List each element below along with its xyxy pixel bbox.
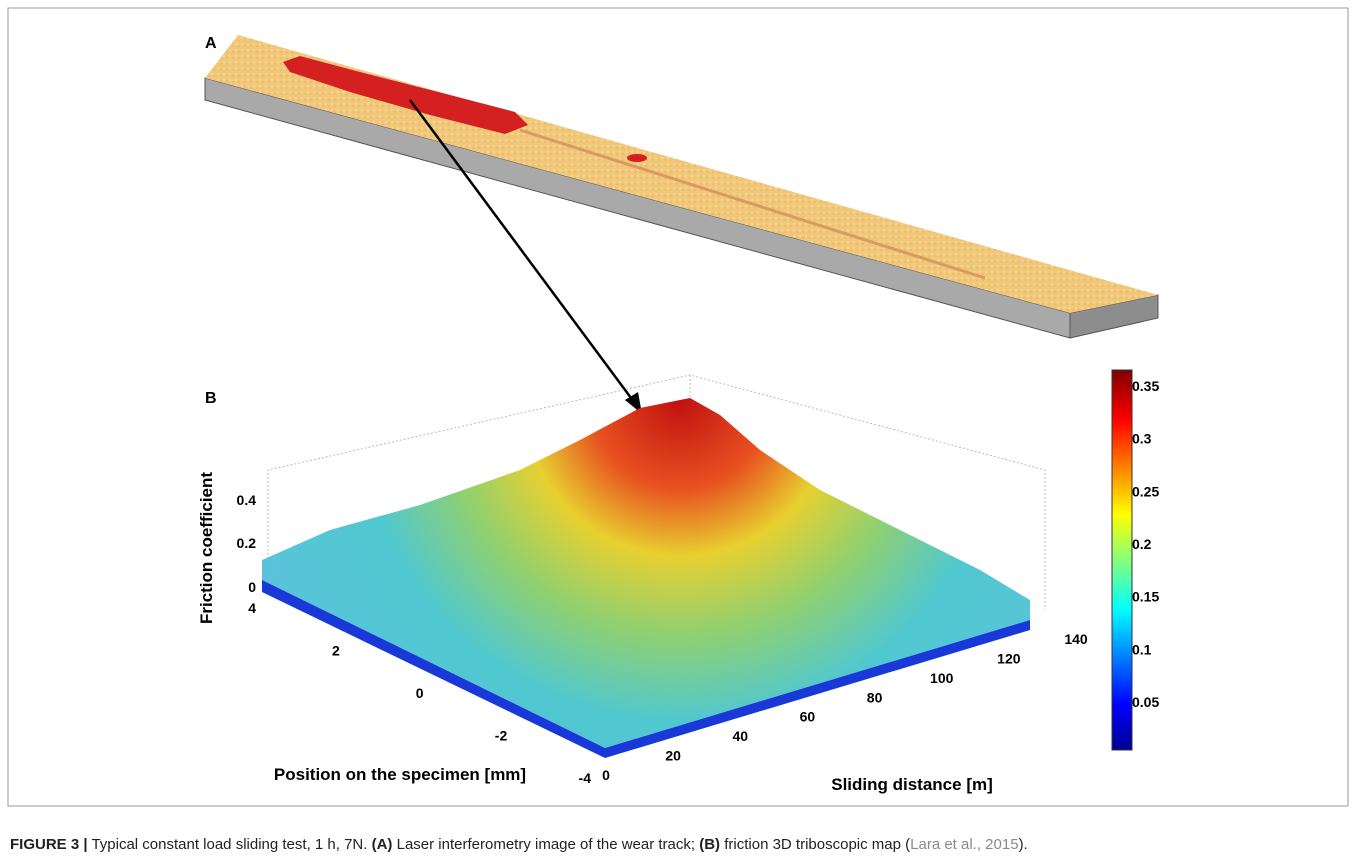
slab-side xyxy=(204,77,1071,339)
friction-surface xyxy=(262,398,1030,748)
figure-frame xyxy=(7,7,1349,807)
x-tick-label: 140 xyxy=(1064,631,1088,647)
arrow-head xyxy=(625,392,642,414)
caption-plain: Typical constant load sliding test, 1 h,… xyxy=(87,836,372,853)
colorbar xyxy=(1111,369,1133,751)
axis-label: Position on the specimen [mm] xyxy=(274,765,526,784)
surface-skirt xyxy=(262,580,1030,758)
wear-scar xyxy=(283,56,528,134)
panel-label: A xyxy=(205,35,217,52)
wear-spot xyxy=(627,154,647,162)
colorbar-tick-label: 0.2 xyxy=(1132,536,1152,552)
caption: FIGURE 3 | Typical constant load sliding… xyxy=(10,836,1028,853)
x-tick-label: 60 xyxy=(800,709,816,725)
caption-bold: (A) xyxy=(371,836,393,853)
x-tick-label: 120 xyxy=(997,650,1021,666)
z-tick-label: 0.2 xyxy=(237,535,257,551)
x-tick-label: 40 xyxy=(732,728,748,744)
x-tick-label: 80 xyxy=(867,689,883,705)
y-tick-label: -2 xyxy=(495,728,508,744)
y-tick-label: 0 xyxy=(416,685,424,701)
x-tick-label: 0 xyxy=(602,767,610,783)
caption-bold: (B) xyxy=(699,836,721,853)
z-tick-label: 0 xyxy=(248,579,256,595)
caption-plain: friction 3D triboscopic map ( xyxy=(720,836,911,853)
colorbar-tick-label: 0.05 xyxy=(1132,694,1159,710)
caption-bold: FIGURE 3 | xyxy=(10,836,88,853)
colorbar-tick-label: 0.15 xyxy=(1132,589,1159,605)
panel-label: B xyxy=(205,390,217,407)
y-tick-label: -4 xyxy=(579,770,592,786)
arrow xyxy=(408,99,636,403)
x-tick-label: 20 xyxy=(665,748,681,764)
x-tick-label: 100 xyxy=(930,670,954,686)
axis-label: Friction coefficient xyxy=(197,472,216,624)
y-tick-label: 2 xyxy=(332,643,340,659)
colorbar-tick-label: 0.1 xyxy=(1132,641,1152,657)
colorbar-tick-label: 0.35 xyxy=(1132,378,1159,394)
colorbar-tick-label: 0.3 xyxy=(1132,431,1152,447)
z-tick-label: 0.4 xyxy=(237,492,257,508)
caption-link[interactable]: Lara et al., 2015 xyxy=(910,836,1019,853)
axis-label: Sliding distance [m] xyxy=(831,775,993,794)
y-tick-label: 4 xyxy=(248,600,256,616)
wear-track xyxy=(519,128,986,280)
caption-plain: Laser interferometry image of the wear t… xyxy=(392,836,700,853)
colorbar-tick-label: 0.25 xyxy=(1132,483,1159,499)
caption-plain: ). xyxy=(1018,836,1028,853)
